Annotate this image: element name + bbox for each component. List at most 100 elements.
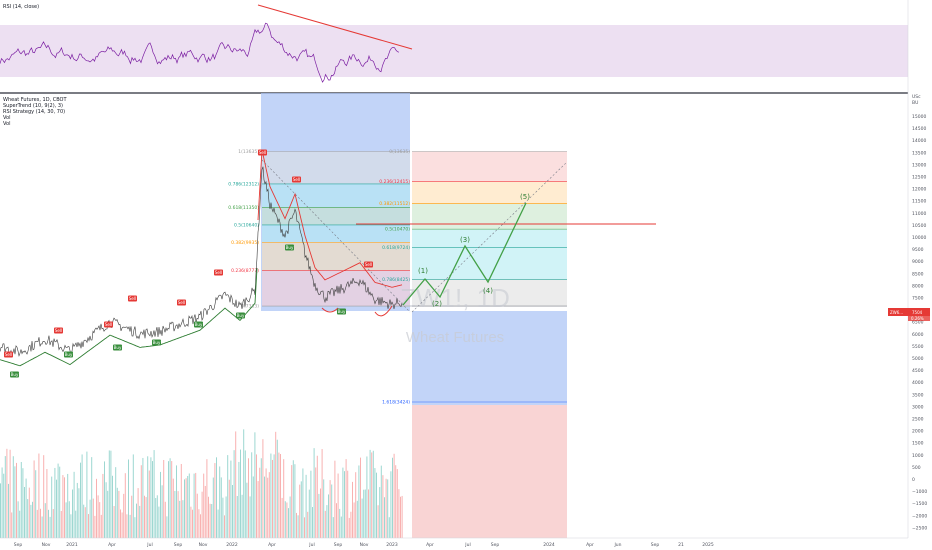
watermark-name: Wheat Futures (406, 329, 504, 346)
volume-bar (57, 463, 59, 538)
rsi-line (0, 22, 400, 83)
volume-bar (364, 489, 366, 538)
volume-bar (276, 439, 278, 538)
volume-bar (0, 483, 1, 538)
volume-bar (92, 498, 94, 538)
volume-bar (268, 472, 270, 538)
price-tick-label: 5000 (912, 356, 924, 362)
volume-bar (24, 486, 25, 538)
volume-bar (27, 499, 29, 538)
volume-bar (310, 470, 312, 538)
elliott-wave-labels: (1) (2) (3) (4) (5) (418, 193, 530, 308)
fib-diagonal-left[interactable] (261, 159, 411, 313)
volume-bar (355, 472, 357, 538)
volume-bar (168, 461, 169, 538)
volume-bar (187, 475, 189, 538)
price-tick-label: 9000 (912, 259, 924, 265)
cup-arc-right (374, 305, 393, 317)
time-tick-label: Jul (464, 542, 470, 548)
price-tick-label: 0 (912, 477, 915, 483)
volume-bar (6, 448, 8, 538)
price-tick-label: 5500 (912, 344, 924, 350)
volume-bar (220, 477, 222, 538)
time-tick-label: 2023 (386, 542, 398, 548)
symbol-price-tag-text: ZW6... (890, 310, 903, 315)
legend-item: SuperTrend (10, 9(2), 3) (3, 103, 63, 109)
volume-bar (184, 479, 185, 538)
time-tick-label: Jul (146, 542, 152, 548)
volume-bar (36, 509, 38, 538)
fib-zone (262, 183, 410, 208)
volume-bar (270, 453, 272, 538)
volume-bar (387, 479, 389, 538)
volume-bar (368, 489, 369, 538)
svg-text:Buy: Buy (114, 345, 122, 350)
volume-bar (25, 478, 27, 538)
price-tick-label: 8000 (912, 283, 924, 289)
sell-signal (4, 351, 13, 358)
volume-bar (243, 429, 245, 538)
blue-projection-zone[interactable] (412, 311, 567, 405)
volume-bar (321, 449, 323, 538)
volume-bar (80, 462, 81, 538)
volume-bar (32, 501, 33, 538)
price-tick-label: 12500 (912, 175, 926, 181)
rsi-pane[interactable]: RSI (14, close) 80.0070.0060.0050.0040.0… (0, 0, 925, 94)
volume-bar (339, 508, 341, 538)
buy-signal (64, 351, 73, 358)
volume-bar (281, 497, 283, 538)
volume-bar (380, 465, 382, 538)
volume-bar (267, 477, 269, 538)
volume-bar (11, 512, 13, 538)
volume-bar (136, 503, 137, 538)
volume-bar (145, 497, 147, 538)
price-tick-label: 15000 (912, 114, 926, 120)
volume-bar (81, 454, 83, 538)
svg-text:Buy: Buy (195, 322, 203, 327)
red-projection-zone[interactable] (412, 405, 567, 538)
volume-bar (177, 491, 179, 538)
buy-signal (236, 312, 245, 319)
volume-bar (356, 500, 358, 538)
volume-bar (102, 473, 104, 538)
volume-bar (257, 481, 259, 538)
volume-bar (179, 500, 181, 538)
price-axis[interactable]: UScBU15000145001400013500130001250012000… (888, 0, 932, 550)
price-pane[interactable]: 1(13635) 0.786(12312) 0.618(11350) 0.5(1064… (0, 93, 656, 538)
wave-label: (4) (483, 287, 493, 295)
sell-signal (214, 269, 223, 276)
legend-item: Vol (3, 115, 10, 121)
volume-bar (296, 512, 297, 538)
volume-bar (65, 502, 67, 538)
volume-bar (318, 493, 320, 538)
volume-bar (60, 510, 62, 538)
volume-bar (75, 510, 77, 538)
time-tick-label: Jul (308, 542, 314, 548)
volume-bar (172, 478, 174, 538)
volume-bar (208, 496, 209, 538)
volume-bar (225, 496, 227, 538)
volume-bar (307, 511, 309, 538)
time-tick-label: Apr (108, 542, 116, 548)
volume-bar (201, 491, 203, 538)
volume-bar (286, 502, 288, 538)
volume-bar (297, 515, 299, 538)
fib-ext-label: 0.786(8425) (382, 277, 410, 283)
volume-bar (51, 476, 53, 538)
elliott-wave-path[interactable] (402, 202, 527, 306)
volume-bar (361, 498, 363, 538)
volume-bar (328, 494, 329, 538)
volume-bars (0, 429, 403, 538)
fib-extension-right[interactable]: 0(13635) 0.236(12415) 0.382(11512) 0.5(1047… (379, 149, 567, 406)
price-tick-label: 10000 (912, 235, 926, 241)
volume-bar (30, 504, 32, 538)
time-axis[interactable]: Sep Nov 2021 Apr Jul Sep Nov 2022 Apr Jul Sep Nov 20… (0, 537, 932, 550)
legend-item: Wheat Futures, 1D, CBOT (3, 97, 67, 103)
volume-bar (300, 481, 302, 538)
rsi-trendline[interactable] (257, 4, 413, 50)
volume-bar (68, 501, 70, 538)
strategy-signals: Sell Sell Sell Sell Sell Sell Sell Sell Sell Buy B… (4, 149, 373, 378)
volume-bar (14, 466, 16, 538)
